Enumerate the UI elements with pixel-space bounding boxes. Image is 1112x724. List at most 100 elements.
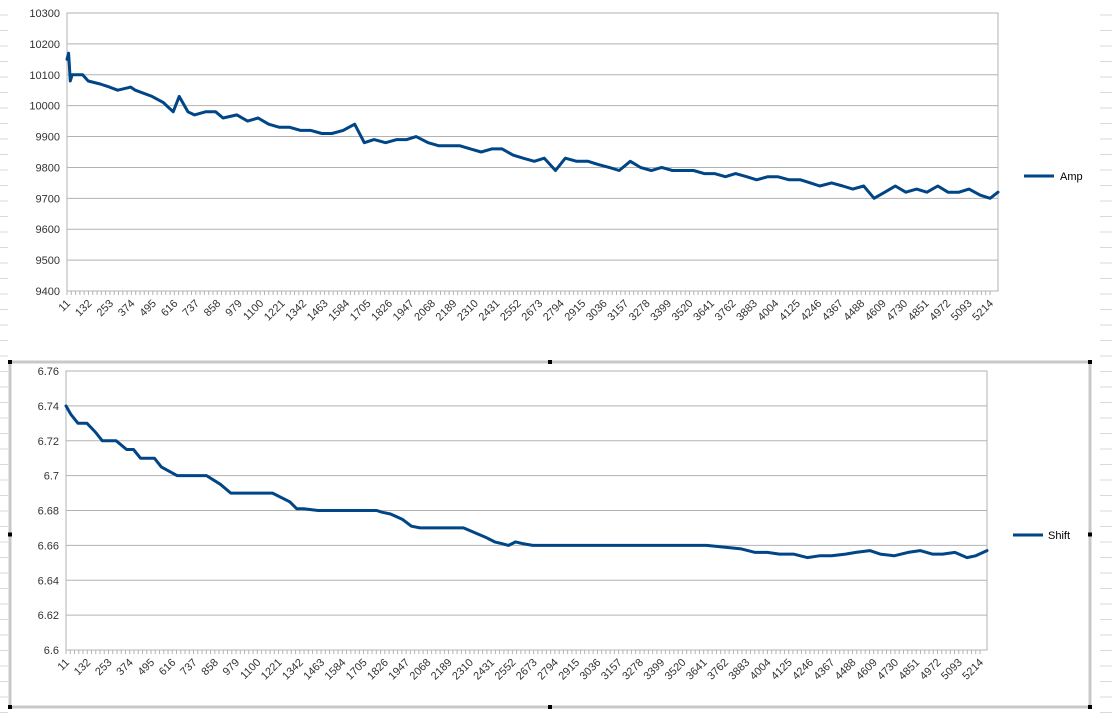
x-tick-label: 374	[114, 657, 135, 678]
x-tick-label: 2915	[556, 657, 582, 683]
x-tick-label: 3520	[670, 298, 696, 324]
y-tick-label: 9600	[36, 224, 60, 236]
x-tick-label: 4730	[884, 298, 910, 324]
x-tick-label: 3883	[727, 657, 753, 683]
x-tick-label: 374	[116, 298, 137, 319]
x-tick-label: 1826	[365, 657, 391, 683]
sheet-row-lines	[0, 14, 1112, 713]
plot-area	[66, 12, 999, 292]
x-tick-label: 3762	[705, 657, 731, 683]
x-tick-label: 4851	[897, 657, 923, 683]
x-tick-label: 1705	[348, 298, 374, 324]
y-tick-label: 6.7	[44, 471, 59, 483]
x-tick-label: 5214	[960, 657, 986, 683]
x-tick-label: 495	[138, 298, 159, 319]
y-tick-label: 6.74	[38, 401, 59, 413]
x-tick-label: 1947	[391, 298, 417, 324]
x-tick-label: 4972	[918, 657, 944, 683]
selection-handle	[1088, 532, 1092, 537]
x-tick-label: 5093	[939, 657, 965, 683]
selection-handle	[548, 705, 552, 709]
x-tick-label: 2310	[450, 657, 476, 683]
x-tick-label: 1463	[305, 298, 331, 324]
x-tick-label: 495	[136, 657, 157, 678]
x-tick-label: 4004	[748, 657, 774, 683]
x-tick-label: 3641	[684, 657, 710, 683]
x-tick-label: 2189	[429, 657, 455, 683]
y-tick-label: 6.62	[38, 610, 59, 622]
x-tick-label: 3278	[627, 298, 653, 324]
x-tick-label: 4246	[790, 657, 816, 683]
x-tick-label: 1221	[259, 657, 285, 683]
series-line-shift	[64, 404, 989, 560]
chart-shift-y-axis: 6.76 6.74 6.72 6.7 6.68 6.66 6.64 6.62 6.6	[38, 366, 59, 657]
selection-handle	[8, 532, 12, 537]
chart-amp-grid	[66, 12, 999, 292]
x-tick-label: 4125	[777, 298, 803, 324]
legend-label-shift: Shift	[1048, 530, 1070, 542]
x-tick-label: 1221	[262, 298, 288, 324]
selection-handle	[1088, 360, 1092, 364]
selection-handle	[8, 705, 12, 709]
selection-handle	[1088, 705, 1092, 709]
x-tick-label: 1584	[323, 657, 349, 683]
y-tick-label: 10100	[29, 70, 60, 82]
x-tick-label: 2189	[434, 298, 460, 324]
y-tick-label: 9900	[36, 132, 60, 144]
x-tick-label: 2310	[455, 298, 481, 324]
x-tick-label: 4488	[833, 657, 859, 683]
x-tick-label: 2068	[412, 298, 438, 324]
y-tick-label: 6.6	[44, 645, 59, 657]
x-tick-label: 3641	[691, 298, 717, 324]
chart-shift-series	[64, 404, 989, 560]
x-tick-label: 737	[180, 298, 201, 319]
x-tick-label: 616	[159, 298, 180, 319]
x-tick-label: 3883	[734, 298, 760, 324]
x-tick-label: 1705	[344, 657, 370, 683]
x-tick-label: 1584	[326, 298, 352, 324]
x-tick-label: 4972	[927, 298, 953, 324]
x-tick-label: 2794	[535, 657, 561, 683]
x-tick-label: 253	[95, 298, 116, 319]
y-tick-label: 6.66	[38, 540, 59, 552]
x-tick-label: 253	[93, 657, 114, 678]
x-tick-label: 11	[56, 657, 73, 674]
selection-handle	[8, 360, 12, 364]
chart-shift-x-axis: 11 132 253 374 495 616 737 858 97911001221134214…	[56, 650, 986, 683]
series-line-amp	[65, 51, 1000, 200]
x-tick-label: 2431	[477, 298, 503, 324]
x-tick-label: 3157	[605, 298, 631, 324]
chart-amp[interactable]: 10300 10200 10100 10000 9900 9800 9700 9600 9500…	[29, 8, 1082, 323]
x-tick-label: 2552	[493, 657, 519, 683]
x-tick-label: 3036	[578, 657, 604, 683]
x-tick-label: 1826	[369, 298, 395, 324]
y-tick-label: 6.68	[38, 506, 59, 518]
y-tick-label: 9400	[36, 286, 60, 298]
x-tick-label: 2794	[541, 298, 567, 324]
x-tick-label: 2915	[562, 298, 588, 324]
chart-amp-legend: Amp	[1024, 171, 1083, 183]
x-tick-label: 132	[73, 298, 94, 319]
y-tick-label: 9700	[36, 193, 60, 205]
x-tick-label: 3399	[641, 657, 667, 683]
x-tick-label: 4730	[875, 657, 901, 683]
x-tick-label: 2068	[408, 657, 434, 683]
y-tick-label: 9500	[36, 255, 60, 267]
y-tick-label: 9800	[36, 162, 60, 174]
x-tick-label: 11	[57, 298, 74, 315]
x-tick-label: 737	[178, 657, 199, 678]
x-tick-label: 2431	[471, 657, 497, 683]
x-tick-label: 1100	[238, 657, 263, 682]
chart-amp-y-axis: 10300 10200 10100 10000 9900 9800 9700 9600 9500…	[29, 8, 60, 298]
y-tick-label: 10300	[29, 8, 60, 20]
x-tick-label: 3762	[713, 298, 739, 324]
x-tick-label: 4488	[842, 298, 868, 324]
y-tick-label: 6.72	[38, 436, 59, 448]
selection-handle	[548, 360, 552, 364]
x-tick-label: 858	[202, 298, 223, 319]
x-tick-label: 5214	[970, 298, 996, 324]
legend-label-amp: Amp	[1060, 171, 1083, 183]
chart-shift[interactable]: 6.76 6.74 6.72 6.7 6.68 6.66 6.64 6.62 6.6 11 132…	[8, 360, 1092, 709]
x-tick-label: 4246	[799, 298, 825, 324]
